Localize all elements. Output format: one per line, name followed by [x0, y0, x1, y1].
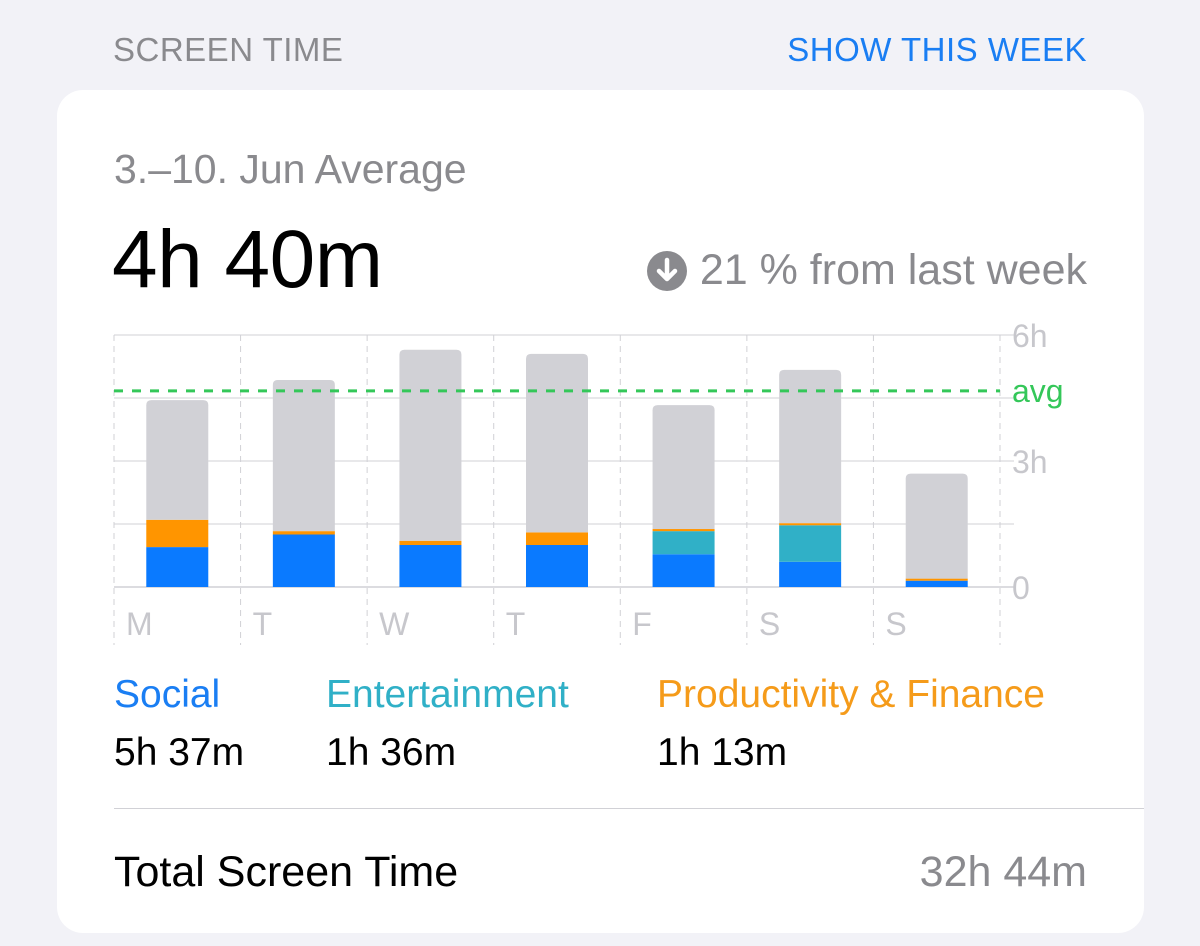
bar-segment[interactable] [399, 545, 462, 587]
total-screen-time-value: 32h 44m [919, 847, 1087, 896]
bar-segment[interactable] [526, 545, 588, 587]
legend-label: Productivity & Finance [657, 673, 1046, 716]
bar-segment[interactable] [779, 523, 842, 526]
bar-segment[interactable] [652, 554, 715, 587]
x-tick-label: T [253, 606, 273, 642]
x-tick-label: S [759, 606, 780, 642]
average-label: avg [1012, 373, 1064, 409]
bar-segment[interactable] [399, 540, 462, 545]
total-screen-time-label: Total Screen Time [114, 847, 459, 896]
bar-segment[interactable] [272, 379, 335, 532]
bar-segment[interactable] [652, 531, 715, 555]
bar-segment[interactable] [905, 578, 968, 581]
date-range-label: 3.–10. Jun Average [114, 146, 467, 192]
bar-segment[interactable] [905, 580, 968, 587]
legend-value: 1h 36m [326, 731, 457, 774]
divider [114, 808, 1144, 809]
daily-average-value: 4h 40m [112, 214, 383, 305]
section-header: SCREEN TIME SHOW THIS WEEK [113, 28, 1087, 72]
section-title: SCREEN TIME [113, 31, 344, 68]
x-tick-label: F [632, 606, 652, 642]
total-screen-time-row[interactable]: Total Screen Time 32h 44m [114, 842, 1087, 902]
bar-segment[interactable] [652, 529, 715, 532]
legend-value: 1h 13m [657, 731, 788, 774]
y-tick-label: 0 [1012, 570, 1030, 606]
legend-item-productivity-finance[interactable]: Productivity & Finance 1h 13m [657, 670, 1045, 778]
bar-segment[interactable] [652, 405, 715, 530]
bar-segment[interactable] [272, 534, 335, 588]
bar-segment[interactable] [146, 519, 209, 548]
bar-segment[interactable] [526, 532, 588, 545]
category-legend: Social 5h 37m Entertainment 1h 36m Produ… [57, 670, 1144, 780]
legend-item-entertainment[interactable]: Entertainment 1h 36m [326, 670, 569, 778]
bar-segment[interactable] [779, 369, 842, 524]
bar-segment[interactable] [146, 547, 209, 587]
bar-segment[interactable] [779, 561, 842, 587]
bar-segment[interactable] [399, 349, 462, 541]
screen-time-card[interactable]: 3.–10. Jun Average 4h 40m 21 % from last… [57, 90, 1144, 933]
legend-label: Social [114, 673, 221, 716]
x-tick-label: T [506, 606, 526, 642]
arrow-down-circle-icon [646, 250, 687, 291]
weekly-change-text: 21 % from last week [699, 246, 1087, 294]
bar-segment[interactable] [272, 531, 335, 535]
legend-label: Entertainment [326, 673, 569, 716]
legend-value: 5h 37m [114, 731, 245, 774]
x-tick-label: S [885, 606, 906, 642]
x-tick-label: W [379, 606, 410, 642]
x-tick-label: M [126, 606, 153, 642]
y-tick-label: 3h [1012, 444, 1048, 480]
legend-item-social[interactable]: Social 5h 37m [114, 670, 244, 778]
show-this-week-link[interactable]: SHOW THIS WEEK [787, 31, 1087, 68]
y-tick-label: 6h [1012, 318, 1048, 354]
weekly-change: 21 % from last week [646, 246, 1087, 295]
bar-segment[interactable] [779, 525, 842, 562]
bar-segment[interactable] [905, 473, 968, 579]
bar-segment[interactable] [526, 353, 588, 533]
bar-segment[interactable] [146, 400, 209, 520]
